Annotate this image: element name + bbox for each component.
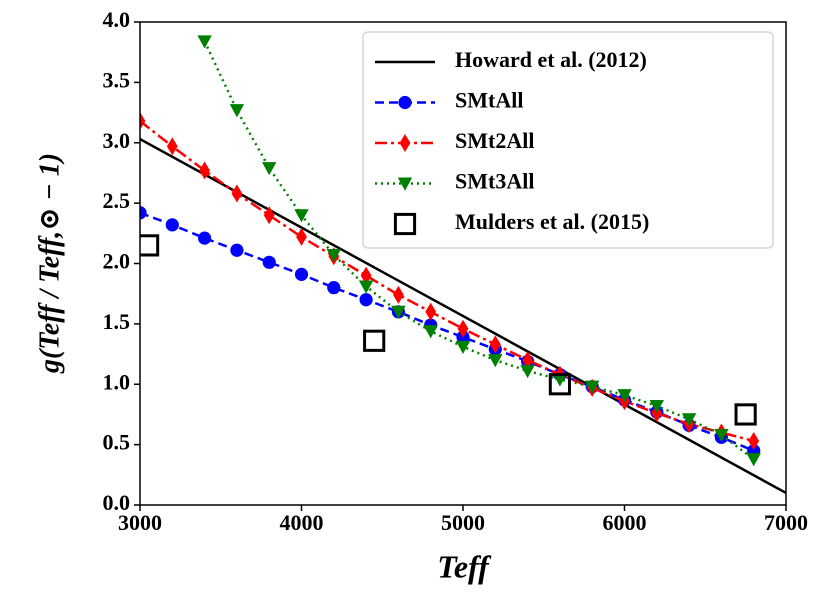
y-tick-label: 3.5	[103, 67, 131, 92]
legend-label: Mulders et al. (2015)	[455, 209, 649, 234]
marker	[714, 428, 729, 443]
marker	[166, 137, 178, 156]
marker	[552, 373, 568, 387]
marker	[198, 231, 212, 245]
marker	[425, 302, 437, 321]
legend-label: Howard et al. (2012)	[455, 47, 647, 72]
marker	[360, 266, 372, 285]
marker	[548, 373, 571, 396]
legend-marker	[397, 177, 413, 191]
marker	[326, 249, 341, 263]
marker	[391, 305, 406, 319]
x-tick-label: 3000	[118, 510, 162, 535]
marker	[457, 319, 469, 338]
marker	[649, 399, 664, 414]
marker	[746, 453, 761, 467]
legend-label: SMtAll	[455, 88, 523, 113]
marker	[455, 340, 471, 355]
marker	[734, 403, 757, 426]
marker	[294, 209, 309, 223]
y-tick-label: 3.0	[103, 128, 131, 153]
y-tick-label: 1.0	[103, 369, 131, 394]
legend-label: SMt2All	[455, 128, 534, 153]
marker	[748, 432, 760, 451]
series-line	[203, 40, 755, 461]
x-tick-label: 7000	[764, 510, 808, 535]
marker	[489, 335, 501, 354]
marker	[327, 281, 341, 295]
y-tick-label: 4.0	[103, 7, 131, 32]
marker	[199, 161, 210, 180]
x-axis-label: Teff	[437, 548, 492, 584]
marker	[423, 325, 438, 339]
marker	[140, 112, 146, 131]
x-tick-label: 4000	[280, 510, 324, 535]
x-tick-label: 5000	[441, 510, 485, 535]
marker	[363, 329, 386, 352]
legend-label: SMt3All	[455, 169, 534, 194]
marker	[488, 354, 503, 368]
marker	[651, 404, 663, 423]
marker	[231, 184, 243, 203]
y-tick-label: 0.0	[103, 490, 131, 515]
marker	[359, 293, 373, 307]
marker	[681, 413, 697, 427]
marker	[296, 227, 307, 246]
marker	[358, 280, 374, 294]
marker	[229, 104, 245, 118]
marker	[140, 206, 147, 220]
y-tick-label: 2.0	[103, 249, 131, 274]
series-line	[140, 138, 786, 495]
legend-box	[362, 31, 774, 249]
x-tick-label: 6000	[603, 510, 647, 535]
marker	[197, 35, 212, 49]
legend-marker	[399, 134, 411, 152]
marker	[262, 162, 277, 176]
marker	[393, 285, 404, 304]
legend-marker	[398, 95, 412, 110]
marker	[140, 234, 160, 257]
marker	[520, 364, 535, 379]
marker	[522, 351, 533, 370]
plot-area	[140, 35, 786, 495]
marker	[165, 218, 179, 232]
marker	[262, 255, 276, 269]
legend-marker	[393, 212, 417, 236]
y-axis-label: g(Teff / Teff,⊙ − 1)	[34, 153, 65, 374]
marker	[263, 206, 275, 225]
marker	[585, 380, 600, 394]
y-tick-label: 1.5	[103, 309, 131, 334]
marker	[294, 267, 309, 281]
plot-frame	[139, 21, 787, 506]
marker	[230, 243, 244, 257]
marker	[617, 389, 632, 403]
y-tick-label: 2.5	[103, 188, 131, 213]
y-tick-label: 0.5	[103, 430, 131, 455]
